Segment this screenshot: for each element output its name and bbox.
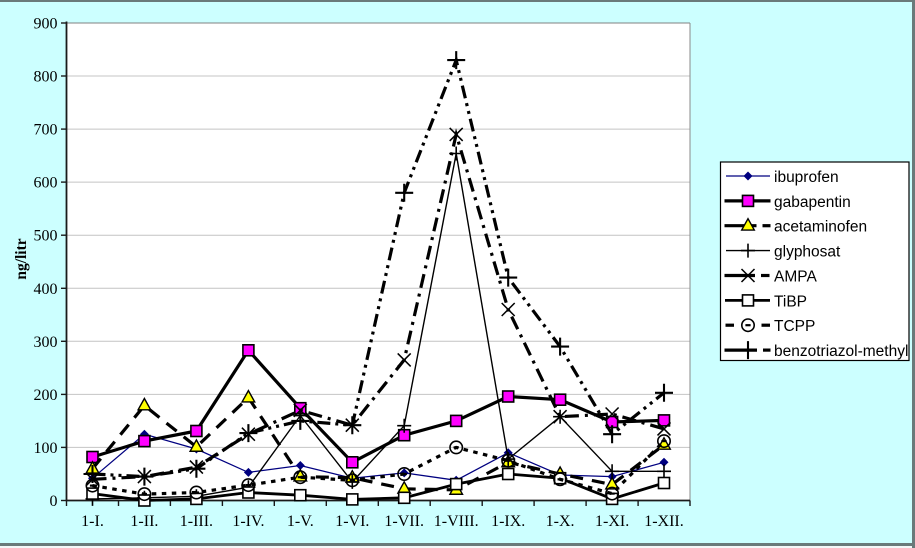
svg-text:gabapentin: gabapentin <box>774 194 851 211</box>
svg-text:600: 600 <box>34 175 58 192</box>
svg-text:1-VI.: 1-VI. <box>335 513 369 530</box>
svg-text:100: 100 <box>34 440 58 457</box>
svg-text:TCPP: TCPP <box>774 318 815 335</box>
svg-text:1-I.: 1-I. <box>81 513 104 530</box>
svg-text:1-XI.: 1-XI. <box>595 513 629 530</box>
svg-text:benzotriazol-methyl: benzotriazol-methyl <box>774 343 908 360</box>
svg-text:1-X.: 1-X. <box>546 513 575 530</box>
svg-text:1-V.: 1-V. <box>287 513 314 530</box>
svg-text:800: 800 <box>34 69 58 86</box>
svg-text:1-XII.: 1-XII. <box>644 513 684 530</box>
svg-text:500: 500 <box>34 228 58 245</box>
svg-text:1-II.: 1-II. <box>130 513 158 530</box>
svg-text:1-IX.: 1-IX. <box>491 513 525 530</box>
svg-text:900: 900 <box>34 16 58 33</box>
svg-text:1-VIII.: 1-VIII. <box>434 513 479 530</box>
svg-text:1-III.: 1-III. <box>180 513 213 530</box>
svg-text:ibuprofen: ibuprofen <box>774 169 839 186</box>
svg-text:acetaminofen: acetaminofen <box>774 219 867 236</box>
svg-text:0: 0 <box>50 493 58 510</box>
svg-text:TiBP: TiBP <box>774 293 807 310</box>
svg-text:300: 300 <box>34 334 58 351</box>
svg-text:glyphosat: glyphosat <box>774 244 841 261</box>
svg-text:200: 200 <box>34 387 58 404</box>
svg-text:ng/litr: ng/litr <box>13 238 30 279</box>
svg-text:1-IV.: 1-IV. <box>232 513 264 530</box>
svg-text:1-VII.: 1-VII. <box>384 513 424 530</box>
svg-text:700: 700 <box>34 122 58 139</box>
svg-text:400: 400 <box>34 281 58 298</box>
svg-text:AMPA: AMPA <box>774 269 817 286</box>
